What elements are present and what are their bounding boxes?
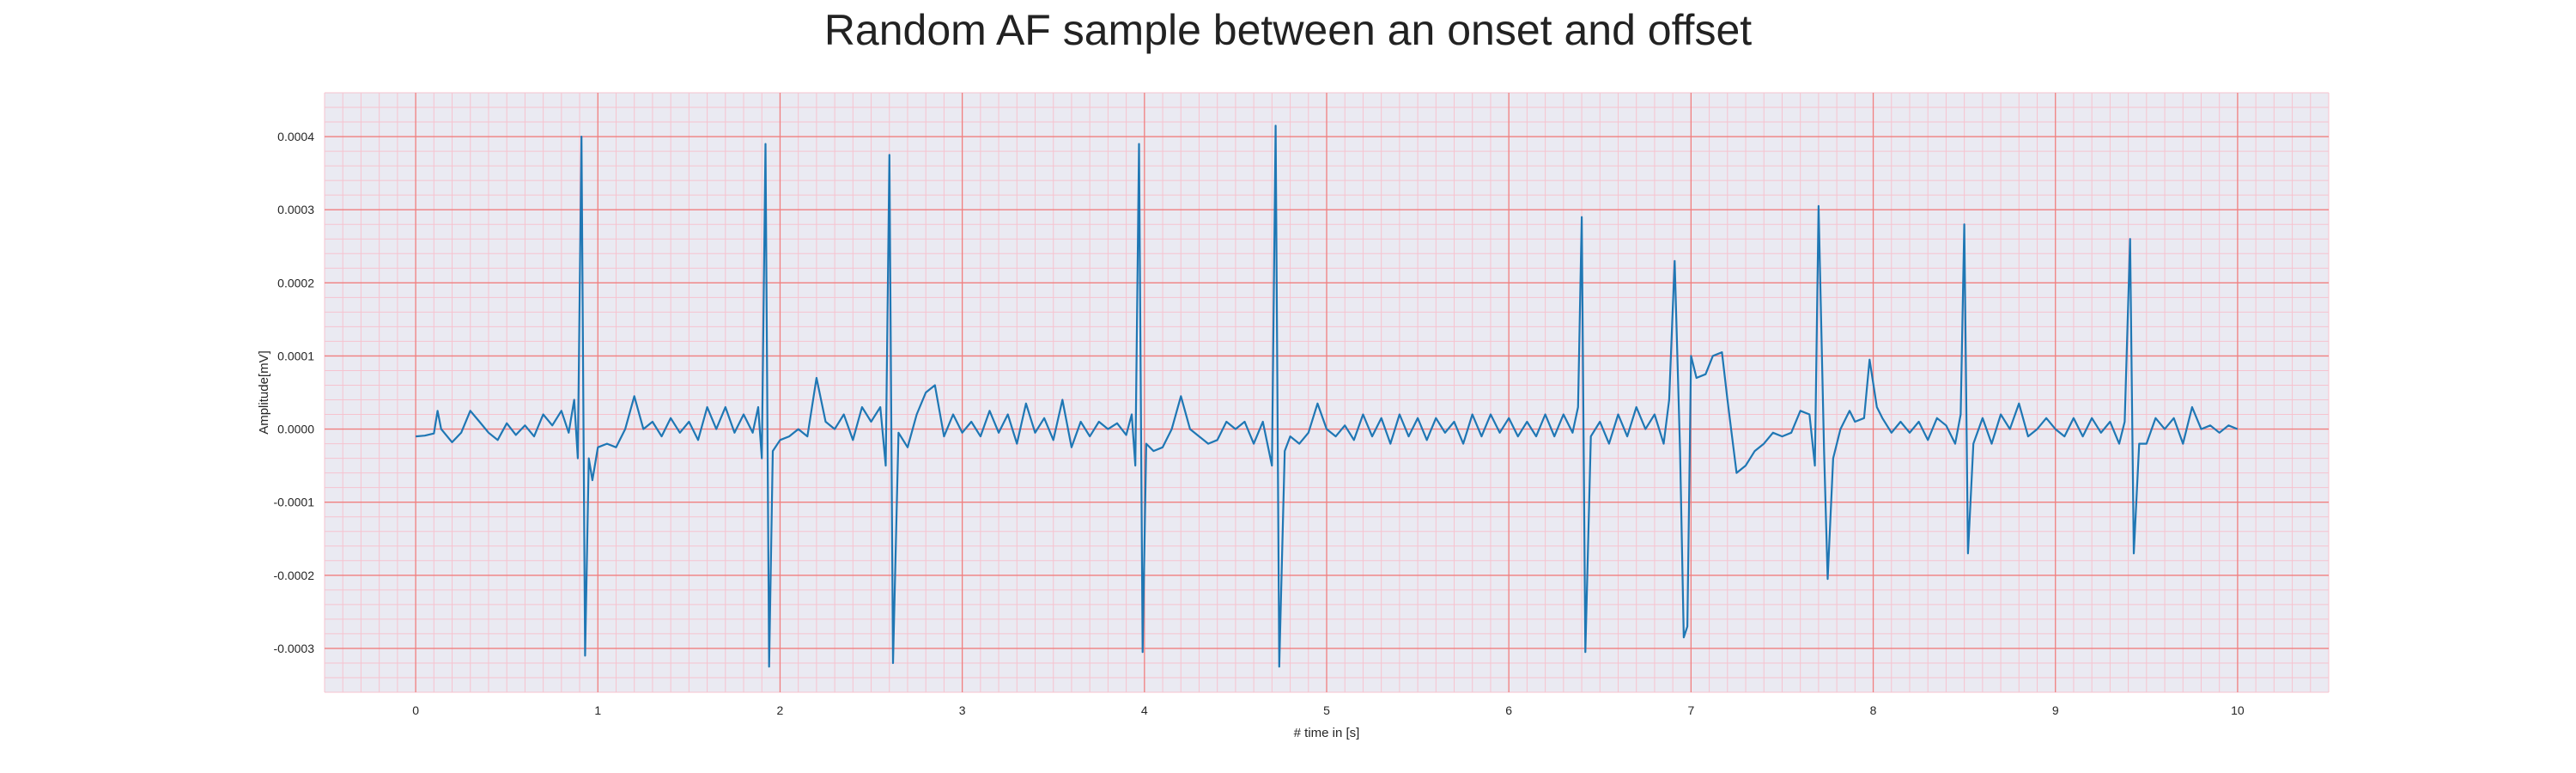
- x-tick-label: 6: [1505, 703, 1512, 717]
- ecg-series-line: [416, 125, 2239, 668]
- y-tick-label: 0.0001: [277, 349, 314, 362]
- x-tick-label: 9: [2052, 703, 2059, 717]
- x-tick-label: 1: [594, 703, 601, 717]
- y-axis-label: Amplitude[mV]: [257, 350, 271, 435]
- x-tick-labels: 0 1 2 3 4 5 6 7 8 9 10: [412, 703, 2245, 717]
- y-tick-label: 0.0002: [277, 276, 314, 289]
- x-tick-label: 7: [1687, 703, 1694, 717]
- y-tick-label: 0.0004: [277, 130, 314, 143]
- chart-title: Random AF sample between an onset and of…: [823, 6, 1753, 54]
- y-tick-label: 0.0003: [277, 203, 314, 216]
- y-tick-labels: -0.0003 -0.0002 -0.0001 0.0000 0.0001 0.0002 0…: [274, 130, 315, 655]
- x-tick-label: 2: [777, 703, 784, 717]
- x-tick-label: 0: [412, 703, 419, 717]
- y-tick-label: -0.0003: [274, 642, 315, 655]
- x-tick-label: 5: [1323, 703, 1330, 717]
- series-layer: [416, 125, 2239, 668]
- x-axis-label: # time in [s]: [1294, 726, 1360, 740]
- y-tick-label: -0.0002: [274, 569, 315, 582]
- y-tick-label: 0.0000: [277, 423, 314, 436]
- x-tick-label: 10: [2231, 703, 2245, 717]
- y-tick-label: -0.0001: [274, 496, 315, 509]
- x-tick-label: 4: [1141, 703, 1148, 717]
- x-tick-label: 3: [959, 703, 966, 717]
- x-tick-label: 8: [1870, 703, 1877, 717]
